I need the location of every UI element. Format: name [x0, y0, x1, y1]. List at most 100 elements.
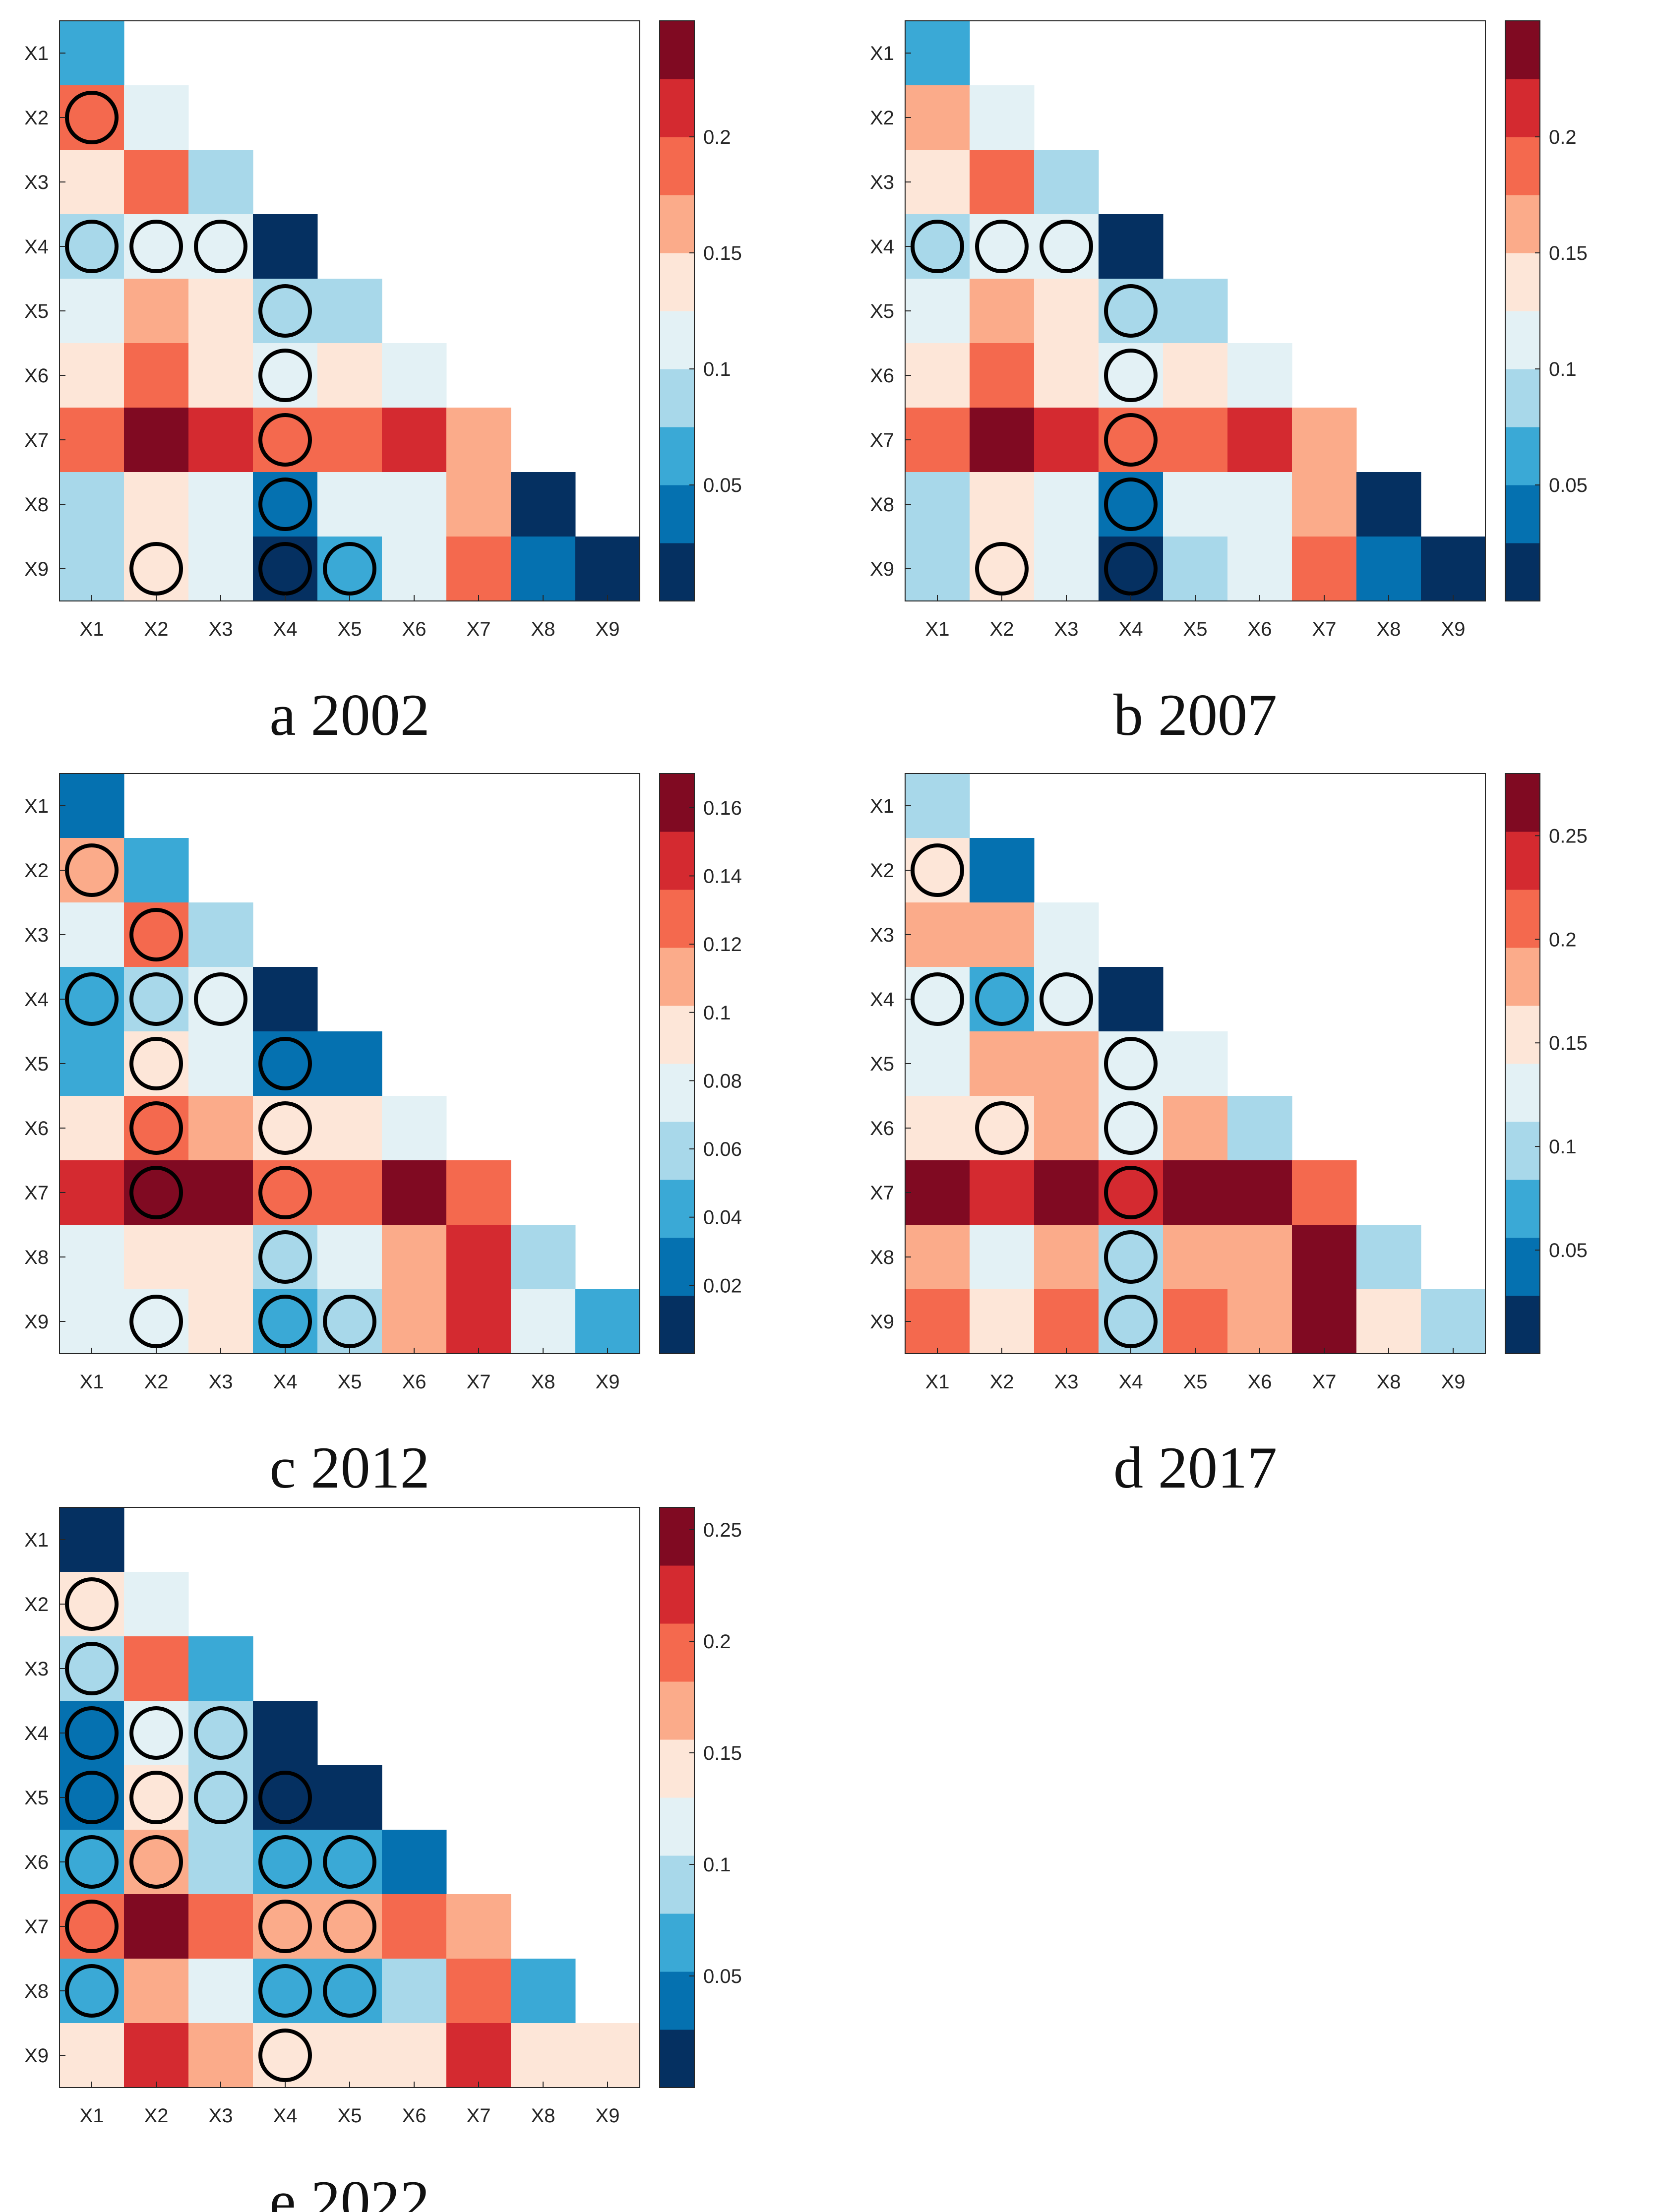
colorbar-tick-label: 0.05	[703, 475, 742, 496]
colorbar-segment	[660, 79, 694, 137]
y-tick-label: X8	[24, 494, 49, 516]
y-tick-label: X6	[24, 1852, 49, 1873]
heatmap-cell	[60, 1289, 124, 1354]
panels-layer: X1 X1 X2 X2 X3 X3 X4 X4 X5 X5 X6 X6 X7 X7 X8 X8 X9 X9 0.05…	[24, 20, 1588, 2212]
heatmap-cell	[188, 2023, 253, 2088]
heatmap-cell	[317, 1894, 382, 1959]
heatmap-cell	[60, 1636, 124, 1701]
heatmap-cell	[446, 537, 511, 601]
heatmap-cell	[188, 150, 253, 215]
heatmap-cell	[60, 1959, 124, 2024]
heatmap-cell	[905, 1096, 970, 1161]
heatmap-cell	[60, 1031, 124, 1096]
heatmap-cell	[1163, 472, 1228, 537]
heatmap-cell	[253, 472, 318, 537]
colorbar-segment	[660, 253, 694, 311]
heatmap-cell	[970, 408, 1035, 473]
x-tick-label: X1	[80, 2105, 104, 2127]
colorbar-tick-label: 0.2	[1549, 929, 1577, 951]
y-tick-label: X5	[870, 300, 894, 322]
heatmap-cell	[124, 902, 189, 967]
significance-circle	[975, 1101, 1029, 1155]
heatmap-cell	[1227, 537, 1292, 601]
heatmap-cell	[970, 838, 1035, 903]
heatmap-cell	[253, 214, 318, 279]
significance-circle	[1040, 972, 1093, 1026]
heatmap-cell	[970, 279, 1035, 344]
colorbar-segment	[660, 890, 694, 948]
heatmap-cell	[1227, 1225, 1292, 1290]
y-tick-label: X6	[24, 365, 49, 387]
heatmap-cell	[970, 1225, 1035, 1290]
significance-circle	[65, 843, 119, 897]
heatmap-cell	[1163, 279, 1228, 344]
colorbar-segment	[660, 1623, 694, 1682]
x-tick-label: X3	[1054, 1371, 1079, 1393]
y-tick-label: X6	[870, 365, 894, 387]
heatmap-cell	[446, 1959, 511, 2024]
heatmap-panel-1: X1 X1 X2 X2 X3 X3 X4 X4 X5 X5 X6 X6 X7 X7 X8 X8 X9 X9 0.05…	[24, 20, 742, 748]
significance-circle	[65, 1706, 119, 1760]
x-tick-label: X7	[1312, 618, 1337, 640]
x-tick-label: X1	[925, 618, 950, 640]
y-tick-label: X4	[870, 989, 894, 1011]
colorbar-segment	[660, 1972, 694, 2030]
significance-circle	[1104, 349, 1158, 402]
heatmap-cell	[905, 1031, 970, 1096]
x-tick-label: X2	[144, 618, 169, 640]
heatmap-cell	[382, 537, 447, 601]
panel-caption: a 2002	[269, 682, 429, 748]
heatmap-cell	[1163, 1289, 1228, 1354]
heatmap-cell	[1356, 472, 1421, 537]
colorbar-segment	[1505, 1064, 1540, 1122]
x-tick-label: X6	[402, 1371, 427, 1393]
heatmap-cell	[1099, 472, 1164, 537]
heatmap-cell	[382, 1894, 447, 1959]
y-tick-label: X4	[24, 989, 49, 1011]
colorbar-frame	[1505, 773, 1540, 1354]
heatmap-cell	[905, 967, 970, 1032]
heatmap-cell	[970, 214, 1035, 279]
heatmap-cell	[382, 408, 447, 473]
significance-circle	[258, 2029, 312, 2082]
heatmap-cell	[124, 1765, 189, 1830]
heatmap-cell	[1292, 472, 1357, 537]
heatmap-cell	[253, 1830, 318, 1895]
y-tick-label: X3	[24, 924, 49, 946]
x-tick-label: X7	[1312, 1371, 1337, 1393]
heatmap-cell	[1099, 1160, 1164, 1225]
heatmap-cell	[1163, 1160, 1228, 1225]
colorbar-segment	[660, 1238, 694, 1296]
significance-circle	[258, 1900, 312, 1953]
heatmap-cell	[511, 1959, 576, 2024]
heatmap-cell	[124, 408, 189, 473]
y-tick-label: X2	[24, 1594, 49, 1615]
x-tick-label: X9	[1441, 1371, 1466, 1393]
y-tick-label: X7	[870, 1182, 894, 1204]
heatmap-cell	[382, 2023, 447, 2088]
significance-circle	[194, 1706, 247, 1760]
heatmap-cell	[970, 472, 1035, 537]
significance-circle	[1104, 1230, 1158, 1284]
heatmap-cell	[1163, 408, 1228, 473]
heatmap-cell	[905, 537, 970, 601]
significance-circle	[1104, 284, 1158, 338]
heatmap-cell	[253, 408, 318, 473]
significance-circle	[258, 1230, 312, 1284]
colorbar-segment	[660, 1855, 694, 1914]
heatmap-cell	[60, 85, 124, 150]
significance-circle	[129, 542, 183, 596]
x-tick-label: X2	[144, 2105, 169, 2127]
y-tick-label: X5	[24, 1053, 49, 1075]
heatmap-cell	[124, 85, 189, 150]
significance-circle	[129, 1706, 183, 1760]
heatmap-cell	[382, 1225, 447, 1290]
heatmap-cell	[60, 537, 124, 601]
heatmap-cell	[1034, 1225, 1099, 1290]
colorbar-frame	[1505, 20, 1540, 601]
heatmap-cell	[905, 279, 970, 344]
heatmap-cell	[970, 1160, 1035, 1225]
colorbar-tick-label: 0.16	[703, 797, 742, 819]
colorbar-segment	[1505, 774, 1540, 832]
heatmap-cell	[446, 1225, 511, 1290]
